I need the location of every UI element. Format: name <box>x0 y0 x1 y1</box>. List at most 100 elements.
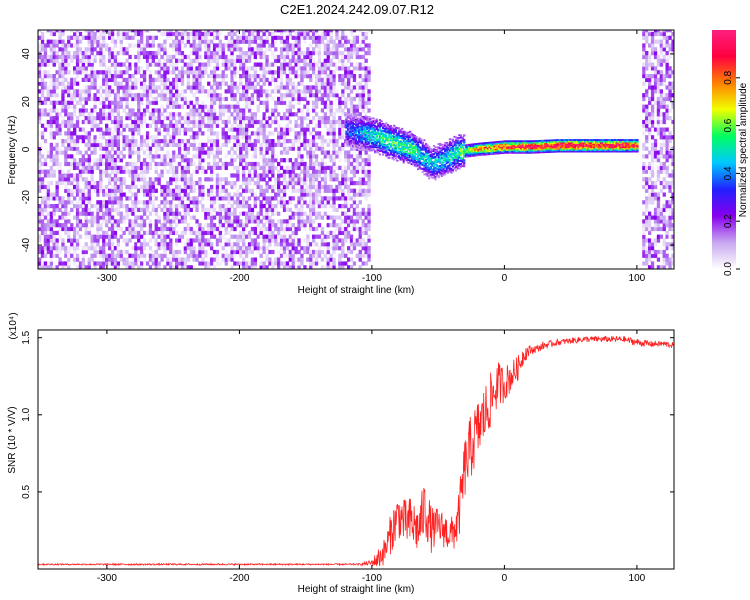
heatmap-cell <box>279 135 284 140</box>
heatmap-cell <box>148 188 153 193</box>
heatmap-cell <box>279 219 284 224</box>
heatmap-cell <box>259 131 263 136</box>
heatmap-cell <box>180 77 185 82</box>
heatmap-cell <box>180 169 185 174</box>
heatmap-cell <box>650 74 655 79</box>
heatmap-cell <box>355 226 359 232</box>
heatmap-cell <box>90 223 94 228</box>
heatmap-cell <box>329 70 333 75</box>
heatmap-cell <box>332 135 336 140</box>
heatmap-cell <box>52 230 56 235</box>
heatmap-cell <box>277 112 281 117</box>
heatmap-cell <box>102 238 106 243</box>
heatmap-cell <box>58 146 62 151</box>
heatmap-cell <box>361 169 365 174</box>
heatmap-cell <box>140 35 144 40</box>
heatmap-cell <box>326 89 330 94</box>
heatmap-cell <box>58 35 62 40</box>
heatmap-cell <box>259 219 263 224</box>
heatmap-cell <box>183 257 187 262</box>
heatmap-cell <box>189 253 193 258</box>
heatmap-cell <box>122 146 126 151</box>
heatmap-cell <box>55 150 59 155</box>
heatmap-cell <box>64 58 68 63</box>
heatmap-cell <box>347 265 351 269</box>
heatmap-cell <box>61 238 65 243</box>
heatmap-cell <box>320 39 325 44</box>
heatmap-cell <box>151 234 155 239</box>
heatmap-cell <box>645 35 649 40</box>
heatmap-cell <box>656 249 661 255</box>
heatmap-cell <box>236 39 240 44</box>
heatmap-cell <box>163 253 167 258</box>
heatmap-cell <box>78 265 83 269</box>
heatmap-cell <box>262 131 266 136</box>
heatmap-cell <box>335 43 339 48</box>
heatmap-cell <box>332 200 336 205</box>
heatmap-cell <box>52 265 56 269</box>
heatmap-cell <box>335 242 339 247</box>
heatmap-cell <box>262 223 266 228</box>
heatmap-cell <box>659 154 663 159</box>
heatmap-cell <box>58 70 62 75</box>
heatmap-cell <box>253 30 257 33</box>
heatmap-cell <box>140 51 144 56</box>
heatmap-cell <box>186 39 190 44</box>
heatmap-cell <box>659 181 663 186</box>
heatmap-cell <box>329 104 333 109</box>
heatmap-cell <box>653 158 658 163</box>
heatmap-cell <box>99 188 103 193</box>
heatmap-cell <box>291 146 295 151</box>
heatmap-cell <box>116 196 120 201</box>
heatmap-cell <box>642 226 646 232</box>
heatmap-cell <box>285 85 290 90</box>
heatmap-cell <box>186 150 190 155</box>
heatmap-cell <box>46 226 50 232</box>
heatmap-cell <box>262 177 266 182</box>
heatmap-cell <box>277 200 281 205</box>
heatmap-cell <box>262 31 266 37</box>
heatmap-cell <box>312 30 316 33</box>
heatmap-cell <box>314 135 319 140</box>
heatmap-cell <box>108 161 112 167</box>
heatmap-cell <box>242 265 246 269</box>
heatmap-cell <box>145 215 150 220</box>
heatmap-cell <box>55 39 59 44</box>
heatmap-cell <box>108 192 112 197</box>
heatmap-cell <box>341 123 345 128</box>
heatmap-cell <box>157 234 161 239</box>
heatmap-cell <box>46 200 50 205</box>
heatmap-cell <box>291 165 295 170</box>
heatmap-cell <box>148 196 153 201</box>
heatmap-cell <box>245 142 249 147</box>
heatmap-cell <box>262 196 266 201</box>
heatmap-cell <box>341 196 345 201</box>
heatmap-cell <box>268 158 272 163</box>
heatmap-cell <box>49 135 53 140</box>
heatmap-cell <box>192 238 196 243</box>
heatmap-cell <box>160 123 164 128</box>
heatmap-cell <box>332 43 336 48</box>
heatmap-cell <box>108 131 112 136</box>
heatmap-cell <box>64 265 68 269</box>
heatmap-cell <box>239 96 243 102</box>
heatmap-cell <box>288 265 292 269</box>
heatmap-cell <box>142 30 147 33</box>
heatmap-cell <box>256 127 260 132</box>
heatmap-cell <box>105 96 109 102</box>
heatmap-cell <box>180 31 185 37</box>
heatmap-cell <box>239 116 243 121</box>
heatmap-cell <box>285 93 290 98</box>
heatmap-cell <box>105 261 109 266</box>
heatmap-cell <box>271 230 275 235</box>
heatmap-cell <box>113 54 118 60</box>
heatmap-cell <box>300 127 304 132</box>
heatmap-cell <box>291 257 295 262</box>
heatmap-cell <box>268 226 272 232</box>
heatmap-cell <box>218 104 222 109</box>
heatmap-cell <box>122 123 126 128</box>
heatmap-cell <box>125 89 129 94</box>
heatmap-cell <box>73 161 77 167</box>
heatmap-cell <box>175 154 179 159</box>
heatmap-cell <box>332 70 336 75</box>
